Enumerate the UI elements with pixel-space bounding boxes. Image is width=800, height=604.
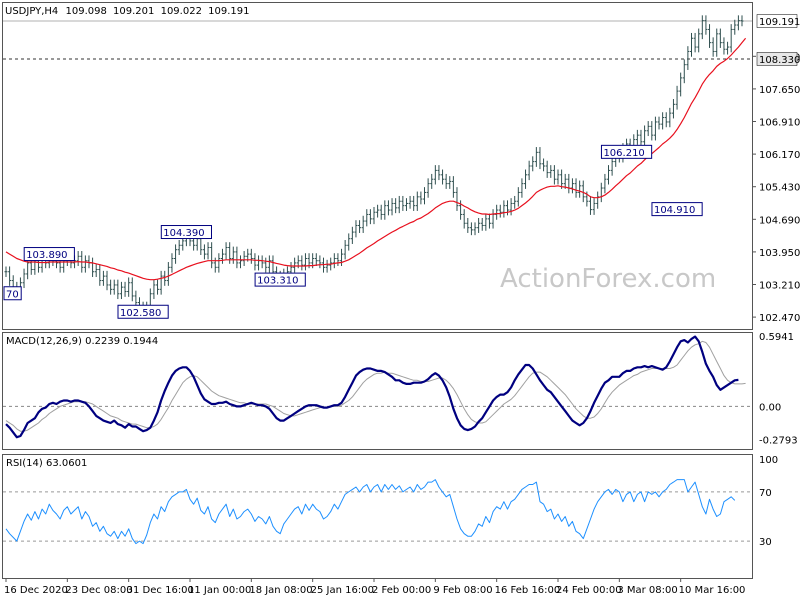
macd-signal-line — [5, 340, 746, 432]
rsi-tick-label: 70 — [759, 488, 772, 499]
macd-line — [5, 335, 739, 439]
price-annotation: 106.210 — [600, 144, 653, 159]
price-annotation: 104.910 — [651, 202, 703, 217]
x-tick-label: 10 Mar 16:00 — [679, 585, 746, 596]
x-tick-label: 24 Feb 00:00 — [556, 585, 622, 596]
price-tick-label: 103.210 — [759, 281, 800, 292]
price-tick-label: 107.650 — [759, 85, 800, 96]
level-price-tag-bg — [756, 52, 798, 66]
price-panel-frame — [2, 2, 753, 330]
price-tick-label: 106.910 — [759, 118, 800, 129]
x-tick-label: 23 Dec 08:00 — [65, 585, 132, 596]
rsi-line — [5, 479, 736, 545]
moving-average-line — [5, 37, 747, 281]
annotation-label: 104.390 — [163, 228, 204, 239]
x-tick-label: 3 Mar 08:00 — [617, 585, 677, 596]
rsi-tick-label: 30 — [759, 537, 772, 548]
annotation-box — [254, 272, 306, 287]
macd-tick-label: 0.5941 — [759, 332, 794, 343]
watermark: ActionForex.com — [500, 264, 716, 294]
price-annotation: 104.390 — [160, 225, 212, 240]
annotation-box — [23, 247, 75, 262]
price-annotation: 102.580 — [117, 304, 169, 319]
level-price-tag: 108.330 — [759, 55, 800, 66]
x-tick-label: 9 Feb 08:00 — [433, 585, 492, 596]
price-tick-label: 106.170 — [759, 150, 800, 161]
annotation-box — [117, 304, 169, 319]
price-tick-label: 104.690 — [759, 215, 800, 226]
price-annotation: 103.310 — [254, 272, 306, 287]
macd-panel-frame — [2, 332, 753, 450]
price-annotation: 70 — [3, 286, 22, 301]
x-tick-label: 31 Dec 16:00 — [127, 585, 194, 596]
annotation-label: 103.890 — [26, 250, 67, 261]
x-tick-label: 18 Jan 08:00 — [249, 585, 312, 596]
rsi-panel: 100 70 30 — [3, 455, 778, 548]
annotation-label: 104.910 — [654, 205, 695, 216]
x-tick-label: 11 Jan 00:00 — [188, 585, 251, 596]
annotation-label: 102.580 — [120, 308, 161, 319]
x-tick-label: 16 Dec 2020 — [4, 585, 68, 596]
annotation-box — [651, 202, 703, 217]
rsi-panel-frame — [2, 454, 753, 579]
annotation-box — [600, 144, 653, 159]
annotation-box — [3, 286, 22, 301]
price-panel-title: USDJPY,H4 109.098 109.201 109.022 109.19… — [5, 6, 249, 17]
price-tick-label: 102.470 — [759, 313, 800, 324]
price-panel: 102.470 103.210 103.950 104.690 105.430 106.1… — [3, 14, 800, 324]
rsi-tick-label: 100 — [759, 455, 778, 466]
annotation-box — [160, 225, 212, 240]
price-tick-label: 105.430 — [759, 183, 800, 194]
macd-panel: 0.5941 0.00 -0.2793 — [3, 332, 798, 446]
current-price-tag: 109.191 — [759, 17, 800, 28]
macd-tick-label: -0.2793 — [759, 435, 798, 446]
macd-panel-title: MACD(12,26,9) 0.2239 0.1944 — [6, 336, 158, 347]
x-tick-label: 2 Feb 00:00 — [372, 585, 431, 596]
rsi-panel-title: RSI(14) 63.0601 — [6, 458, 87, 469]
annotation-label: 106.210 — [603, 148, 644, 159]
annotation-label: 103.310 — [257, 276, 298, 287]
x-tick-label: 25 Jan 16:00 — [311, 585, 374, 596]
price-annotation: 103.890 — [23, 247, 75, 262]
x-tick-label: 16 Feb 16:00 — [495, 585, 561, 596]
price-tick-label: 103.950 — [759, 248, 800, 259]
macd-tick-label: 0.00 — [759, 402, 781, 413]
annotation-label: 70 — [6, 289, 19, 300]
current-price-tag-bg — [756, 14, 798, 28]
